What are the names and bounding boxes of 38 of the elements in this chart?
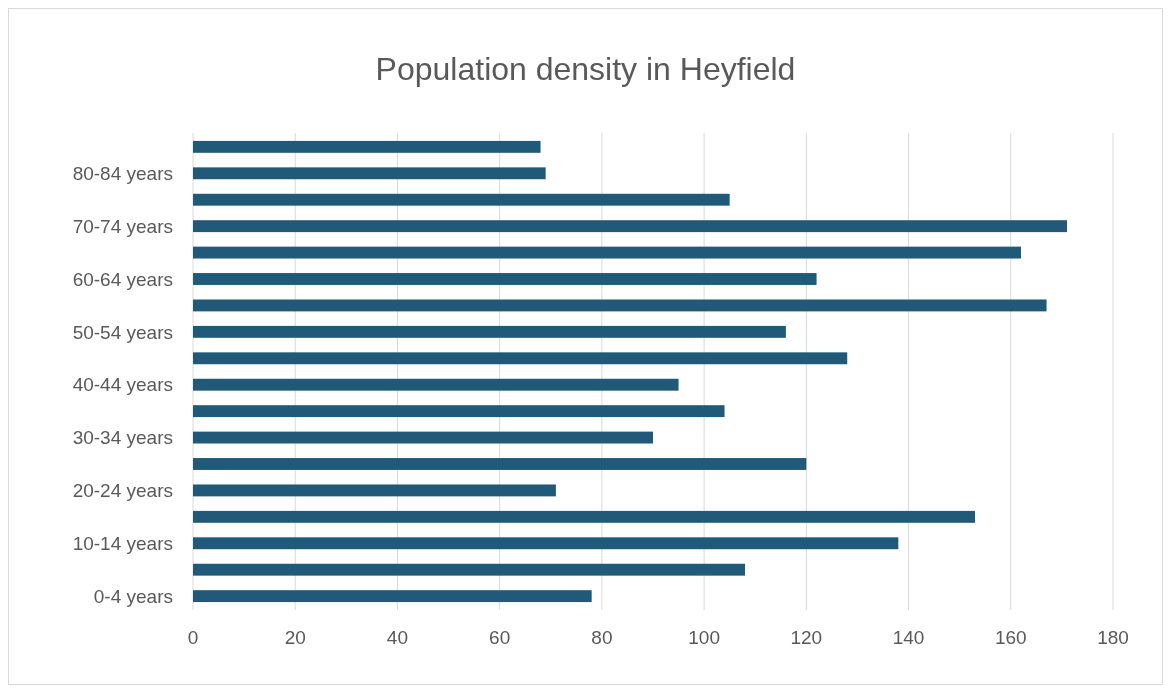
x-tick-label: 0 <box>187 627 199 648</box>
bar <box>193 378 679 391</box>
y-tick-label: 60-64 years <box>72 268 173 290</box>
bar <box>193 510 975 523</box>
y-tick-label: 0-4 years <box>93 585 173 607</box>
bar <box>193 299 1047 312</box>
x-tick-label: 120 <box>790 627 823 648</box>
bar <box>193 167 546 180</box>
bar <box>193 325 786 338</box>
y-tick-label: 10-14 years <box>72 532 173 554</box>
bar <box>193 563 745 576</box>
bar <box>193 193 730 206</box>
x-tick-label: 140 <box>892 627 925 648</box>
bar <box>193 352 848 365</box>
y-tick-label: 80-84 years <box>72 162 173 184</box>
chart-title: Population density in Heyfield <box>375 51 796 87</box>
y-tick-label: 30-34 years <box>72 427 173 449</box>
y-tick-label: 20-24 years <box>72 480 173 502</box>
x-tick-label: 20 <box>284 627 306 648</box>
bar <box>193 405 725 418</box>
x-tick-label: 40 <box>386 627 409 648</box>
bar <box>193 220 1067 233</box>
x-tick-label: 180 <box>1097 627 1129 648</box>
x-tick-label: 60 <box>489 627 511 648</box>
bar <box>193 458 807 470</box>
bar <box>193 246 1021 259</box>
y-tick-label: 70-74 years <box>72 215 173 237</box>
y-tick-label: 50-54 years <box>72 321 173 343</box>
x-tick-label: 100 <box>688 627 720 648</box>
x-tick-label: 160 <box>994 627 1027 648</box>
bar <box>193 590 592 603</box>
bar <box>193 431 653 444</box>
bar <box>193 273 817 285</box>
x-tick-label: 80 <box>591 627 613 648</box>
y-tick-label: 40-44 years <box>72 374 173 396</box>
bar <box>193 484 556 497</box>
bar <box>193 537 899 550</box>
bar <box>193 140 541 153</box>
